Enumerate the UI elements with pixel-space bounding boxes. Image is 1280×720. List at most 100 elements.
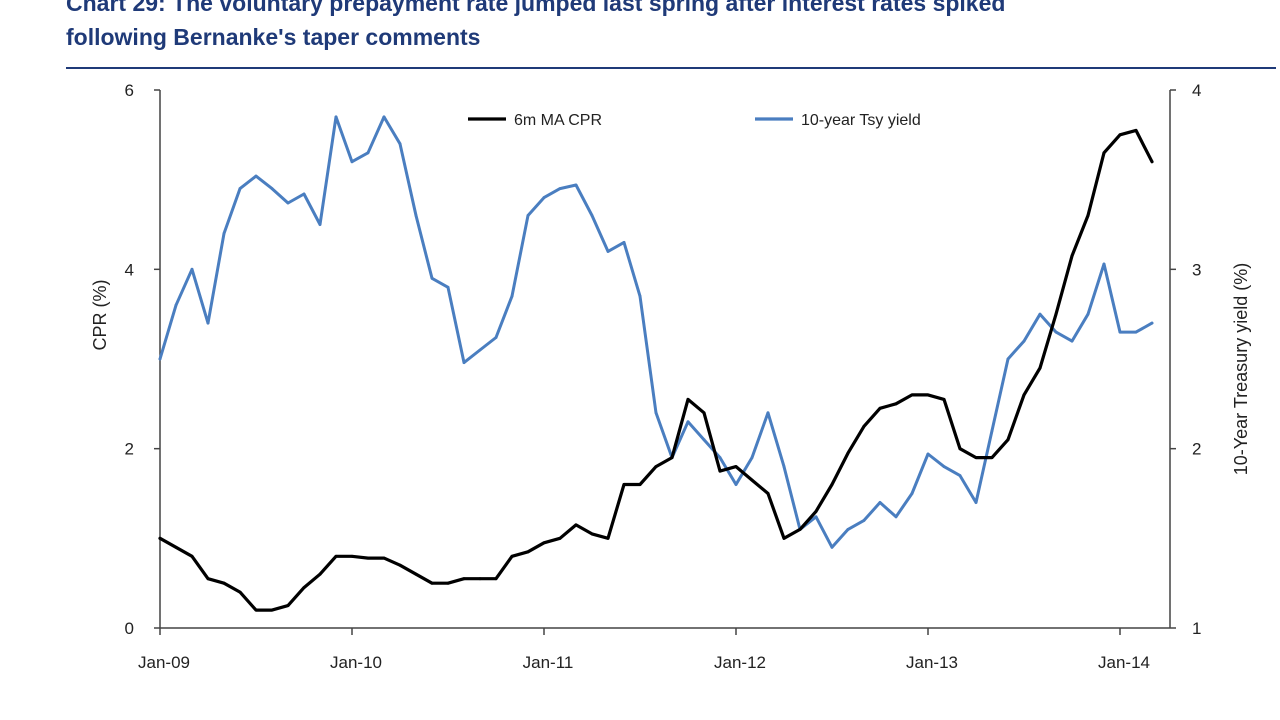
data-point-10-year-tsy-yield xyxy=(446,285,450,289)
axes-group: 0 2 4 6 1 2 3 4 Jan-09 Jan-10 Jan-11 Jan-12 Jan-13 Ja… xyxy=(90,81,1251,672)
data-point-10-year-tsy-yield xyxy=(1070,339,1074,343)
data-point-10-year-tsy-yield xyxy=(750,456,754,459)
data-point-10-year-tsy-yield xyxy=(926,452,930,456)
data-point-10-year-tsy-yield xyxy=(270,187,274,191)
data-point-10-year-tsy-yield xyxy=(398,142,402,146)
data-point-10-year-tsy-yield xyxy=(574,183,578,187)
data-point-6m-ma-cpr xyxy=(526,550,530,554)
x-axis-tick-label: Jan-09 xyxy=(138,653,190,672)
data-point-6m-ma-cpr xyxy=(814,510,818,513)
chart-title-line-2: following Bernanke's taper comments xyxy=(66,24,481,50)
data-point-10-year-tsy-yield xyxy=(1022,339,1026,343)
data-point-6m-ma-cpr xyxy=(1150,160,1154,164)
data-point-10-year-tsy-yield xyxy=(830,545,834,549)
data-point-10-year-tsy-yield xyxy=(718,456,722,459)
data-point-6m-ma-cpr xyxy=(1054,312,1058,316)
data-point-6m-ma-cpr xyxy=(478,577,482,581)
data-point-10-year-tsy-yield xyxy=(462,361,466,364)
data-point-10-year-tsy-yield xyxy=(542,196,546,200)
data-point-10-year-tsy-yield xyxy=(782,465,786,468)
right-axis-tick-label: 4 xyxy=(1192,81,1201,100)
x-axis-tick-label: Jan-11 xyxy=(523,653,574,672)
data-point-6m-ma-cpr xyxy=(254,608,258,612)
data-point-6m-ma-cpr xyxy=(942,398,946,401)
data-point-10-year-tsy-yield xyxy=(430,276,434,280)
data-point-10-year-tsy-yield xyxy=(350,160,354,164)
legend: 6m MA CPR 10-year Tsy yield xyxy=(468,112,921,129)
data-point-10-year-tsy-yield xyxy=(1150,321,1154,325)
data-point-6m-ma-cpr xyxy=(494,577,498,581)
data-point-6m-ma-cpr xyxy=(718,469,722,473)
data-point-6m-ma-cpr xyxy=(190,554,194,558)
data-point-10-year-tsy-yield xyxy=(878,501,882,504)
title-divider xyxy=(66,67,1276,69)
x-axis-tick-label: Jan-10 xyxy=(330,653,382,672)
data-point-6m-ma-cpr xyxy=(766,492,770,495)
data-point-10-year-tsy-yield xyxy=(206,321,210,325)
left-axis-title: CPR (%) xyxy=(90,280,110,351)
data-point-10-year-tsy-yield xyxy=(734,483,738,486)
data-point-6m-ma-cpr xyxy=(222,581,226,585)
data-point-6m-ma-cpr xyxy=(734,465,738,468)
data-point-6m-ma-cpr xyxy=(926,393,930,397)
data-point-6m-ma-cpr xyxy=(366,556,370,560)
left-axis-tick-label: 2 xyxy=(125,440,134,459)
data-point-10-year-tsy-yield xyxy=(1086,312,1090,316)
data-point-10-year-tsy-yield xyxy=(238,187,242,191)
left-axis-tick-label: 4 xyxy=(125,260,134,279)
data-point-6m-ma-cpr xyxy=(894,402,898,406)
data-point-10-year-tsy-yield xyxy=(958,474,962,477)
data-point-6m-ma-cpr xyxy=(686,398,690,401)
data-point-6m-ma-cpr xyxy=(590,532,594,536)
data-point-6m-ma-cpr xyxy=(1038,366,1042,370)
data-point-6m-ma-cpr xyxy=(670,456,674,459)
data-point-6m-ma-cpr xyxy=(558,536,562,540)
data-point-6m-ma-cpr xyxy=(974,456,978,459)
data-point-10-year-tsy-yield xyxy=(494,336,498,339)
data-point-10-year-tsy-yield xyxy=(974,501,978,504)
legend-label-10-year-tsy-yield: 10-year Tsy yield xyxy=(801,112,921,129)
data-point-10-year-tsy-yield xyxy=(366,151,370,155)
data-point-6m-ma-cpr xyxy=(750,478,754,482)
data-point-6m-ma-cpr xyxy=(1118,133,1122,137)
data-point-10-year-tsy-yield xyxy=(862,519,866,522)
data-point-6m-ma-cpr xyxy=(654,465,658,468)
data-point-6m-ma-cpr xyxy=(606,536,610,540)
data-point-10-year-tsy-yield xyxy=(766,411,770,415)
data-point-6m-ma-cpr xyxy=(1006,438,1010,442)
data-point-10-year-tsy-yield xyxy=(158,357,162,361)
x-axis-tick-label: Jan-12 xyxy=(714,653,766,672)
right-axis-tick-label: 3 xyxy=(1192,260,1201,279)
x-axis-tick-label: Jan-13 xyxy=(906,653,958,672)
data-point-10-year-tsy-yield xyxy=(510,294,514,298)
data-point-6m-ma-cpr xyxy=(398,563,402,567)
right-axis-tick-label: 2 xyxy=(1192,440,1201,459)
data-point-10-year-tsy-yield xyxy=(702,438,706,442)
data-point-6m-ma-cpr xyxy=(1022,393,1026,397)
series-layer xyxy=(158,115,1154,612)
data-point-10-year-tsy-yield xyxy=(1038,312,1042,316)
data-point-10-year-tsy-yield xyxy=(318,223,322,226)
data-point-10-year-tsy-yield xyxy=(1102,262,1106,266)
data-point-10-year-tsy-yield xyxy=(1134,330,1138,334)
data-point-6m-ma-cpr xyxy=(878,406,882,410)
data-point-6m-ma-cpr xyxy=(510,554,514,558)
data-point-10-year-tsy-yield xyxy=(222,232,226,235)
data-point-6m-ma-cpr xyxy=(382,556,386,560)
data-point-6m-ma-cpr xyxy=(702,411,706,415)
data-point-6m-ma-cpr xyxy=(270,608,274,612)
data-point-6m-ma-cpr xyxy=(1102,151,1106,155)
data-point-10-year-tsy-yield xyxy=(910,492,914,495)
data-point-10-year-tsy-yield xyxy=(638,294,642,298)
data-point-10-year-tsy-yield xyxy=(606,250,610,253)
data-point-6m-ma-cpr xyxy=(334,554,338,558)
data-point-10-year-tsy-yield xyxy=(814,515,818,519)
data-point-6m-ma-cpr xyxy=(862,424,866,428)
data-point-10-year-tsy-yield xyxy=(414,214,418,217)
data-point-10-year-tsy-yield xyxy=(254,174,258,178)
data-point-10-year-tsy-yield xyxy=(654,411,658,415)
data-point-6m-ma-cpr xyxy=(238,590,242,594)
data-point-10-year-tsy-yield xyxy=(846,528,850,531)
data-point-6m-ma-cpr xyxy=(462,577,466,581)
